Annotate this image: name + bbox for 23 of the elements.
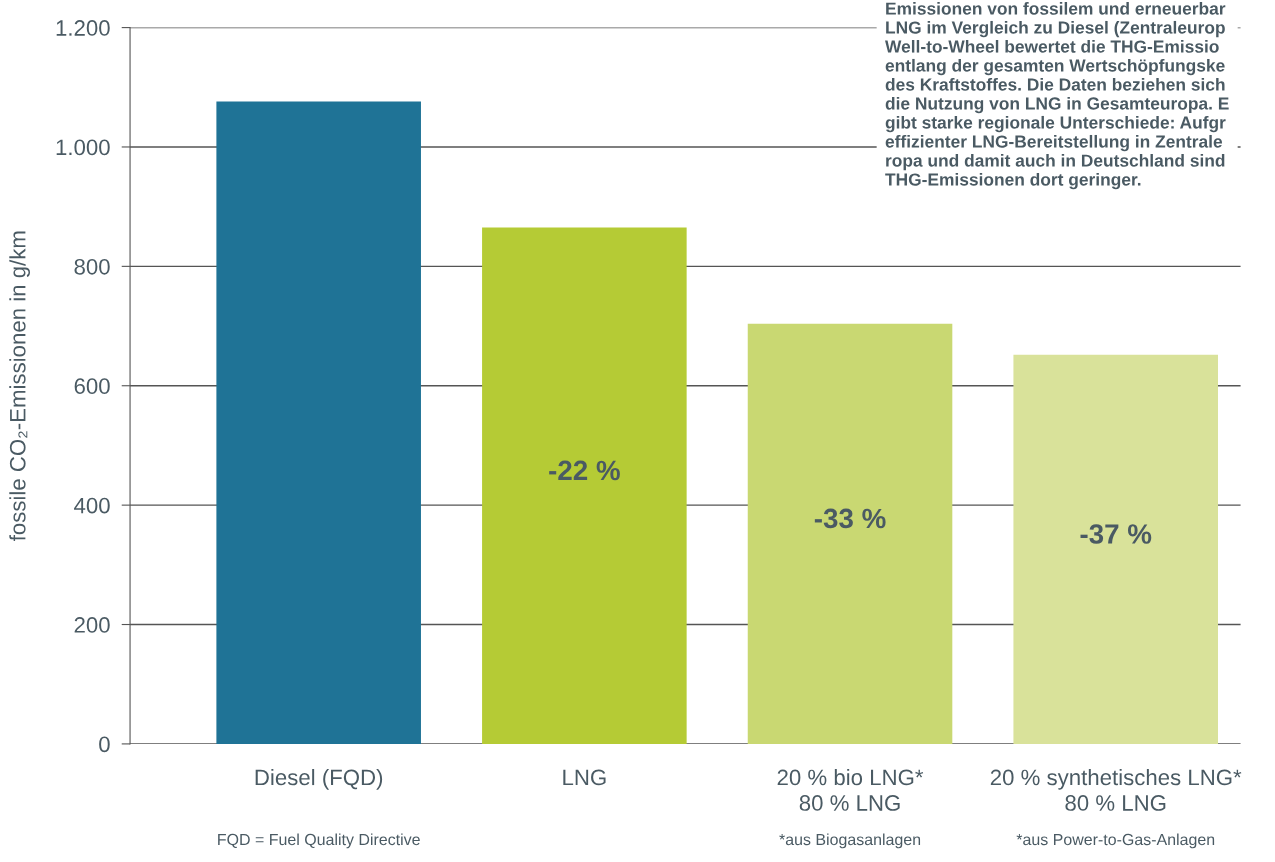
y-tick-label: 1.000 xyxy=(56,139,110,156)
text: *aus Biogasanlagen xyxy=(779,833,921,849)
text: *aus Power-to-Gas-Anlagen xyxy=(1016,833,1215,849)
annotation: -22 % xyxy=(549,460,620,481)
y-axis-title: fossile CO₂-Emissionen in g/km xyxy=(9,231,30,542)
x-tick-label: Diesel (FQD) xyxy=(255,768,383,790)
bar xyxy=(216,101,421,744)
bar xyxy=(747,323,953,744)
y-tick-label: 600 xyxy=(74,378,110,395)
y-tick-label: 400 xyxy=(74,497,110,514)
bar xyxy=(482,227,687,744)
y-tick-label: 200 xyxy=(74,617,110,633)
y-tick-label: 1.200 xyxy=(56,20,110,36)
annotation: -33 % xyxy=(814,508,886,529)
bar xyxy=(1013,354,1218,744)
x-tick-label: 20 % bio LNG* 80 % LNG xyxy=(777,768,924,811)
x-tick-label: LNG xyxy=(563,769,606,786)
text: FQD = Fuel Quality Directive xyxy=(218,833,420,849)
text: Emissionen von fossilem und erneuerbar LNG im Vergleich zu Diesel (Zentraleurop Well-to-Wheel bewertet die THG-Emissio entlang der gesamten Wertschöpfungske des Kraftstoffes. Die Daten beziehen sich die Nutzung von LNG in Gesamteuropa. E gibt starke regionale Unterschiede: Aufgr effizienter LNG-Bereitstellung in Zentrale ropa und damit auch in Deutschland sind THG-Emissionen dort geringer. xyxy=(885,2,1229,190)
y-tick-label: 0 xyxy=(99,736,110,753)
x-tick-label: 20 % synthetisches LNG* 80 % LNG xyxy=(990,768,1242,811)
annotation: -37 % xyxy=(1080,524,1152,544)
y-tick-label: 800 xyxy=(74,258,110,275)
